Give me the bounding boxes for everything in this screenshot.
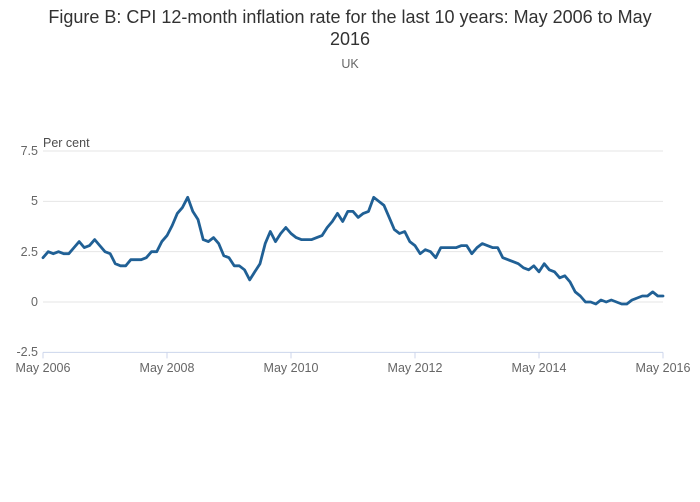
chart-subtitle: UK bbox=[341, 57, 359, 71]
y-tick-label: 0 bbox=[31, 295, 38, 309]
x-tick-label: May 2016 bbox=[635, 361, 691, 375]
x-tick-label: May 2014 bbox=[511, 361, 567, 375]
y-tick-label: 5 bbox=[31, 194, 38, 209]
y-tick-label: 2.5 bbox=[20, 244, 38, 259]
series-line-cpi[interactable] bbox=[41, 195, 665, 306]
x-tick-label: May 2008 bbox=[139, 361, 195, 375]
y-tick-label: 7.5 bbox=[20, 144, 38, 158]
x-tick-label: May 2012 bbox=[387, 361, 443, 375]
x-tick-label: May 2006 bbox=[15, 361, 71, 375]
chart-title: Figure B: CPI 12-month inflation rate fo… bbox=[48, 7, 652, 49]
y-axis-unit-label: Per cent bbox=[43, 136, 90, 150]
y-tick-label: -2.5 bbox=[16, 345, 38, 360]
x-tick-label: May 2010 bbox=[263, 361, 319, 375]
